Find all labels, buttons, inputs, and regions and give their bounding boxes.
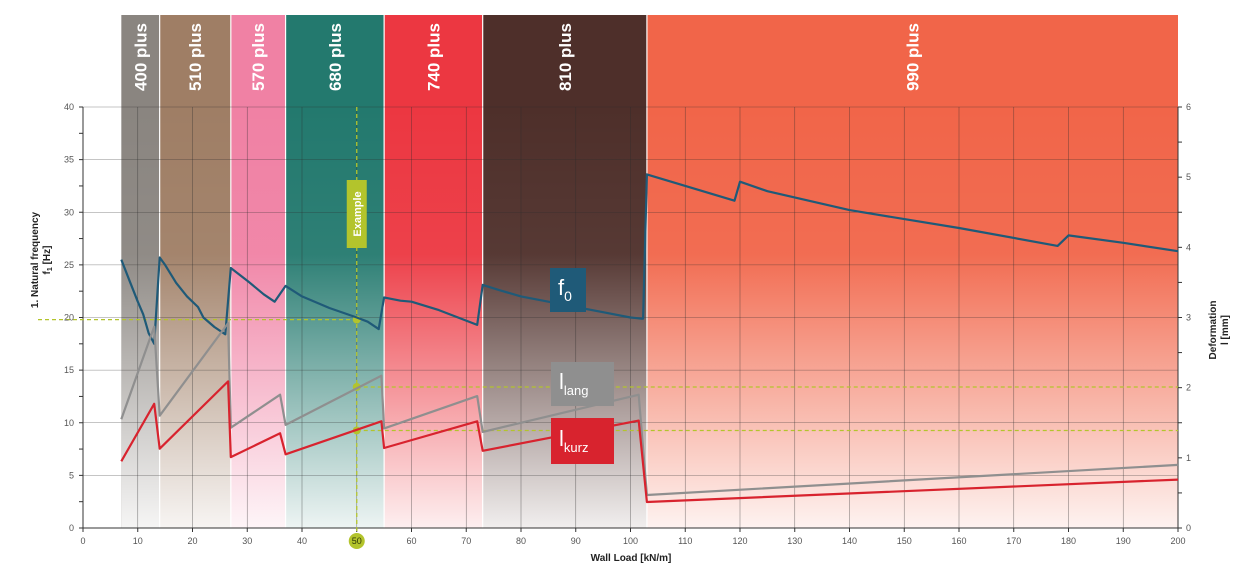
series-badge-label-f0: f0 — [558, 275, 572, 304]
y-left-title-line2: f1 [Hz] — [42, 246, 54, 275]
axes — [79, 106, 1182, 532]
band-label: 570 plus — [249, 23, 268, 91]
band-label: 510 plus — [186, 23, 205, 91]
y-right-title-line1: Deformation — [1208, 301, 1219, 360]
x-tick-label: 100 — [623, 536, 638, 546]
x-tick-label: 190 — [1116, 536, 1131, 546]
series-line-f0 — [120, 173, 1179, 345]
y-left-tick-label: 5 — [69, 470, 74, 480]
y-right-tick-label: 4 — [1186, 242, 1191, 252]
y-left-tick-label: 35 — [64, 155, 74, 165]
series-badge-sub: 0 — [564, 288, 572, 304]
example-x-marker — [348, 533, 365, 549]
band-label: 810 plus — [556, 23, 575, 91]
y-left-title-f: f — [42, 270, 53, 274]
example-label-box — [346, 180, 367, 248]
series-badge-main: f — [558, 275, 565, 300]
y-left-tick-label: 20 — [64, 313, 74, 323]
x-tick-label: 130 — [787, 536, 802, 546]
x-tick-label: 20 — [187, 536, 197, 546]
series-badge-f0 — [550, 268, 586, 312]
x-tick-label: 200 — [1170, 536, 1185, 546]
y-right-tick-label: 0 — [1186, 523, 1191, 533]
y-left-tick-label: 30 — [64, 207, 74, 217]
tick-labels: 0 10 20 30 40 60 70 80 90 100 110 120 130 140 150 160 17… — [64, 102, 1191, 546]
y-right-tick-label: 1 — [1186, 453, 1191, 463]
x-tick-label: 60 — [406, 536, 416, 546]
series-badge-lkurz — [551, 418, 614, 464]
series-badge-sub: lang — [564, 383, 589, 398]
x-tick-label: 40 — [297, 536, 307, 546]
y-right-axis-title: Deformation l [mm] — [1208, 301, 1231, 360]
x-tick-label: 140 — [842, 536, 857, 546]
series-badge-label-lkurz: lkurz — [559, 426, 588, 455]
series-badge-label-llang: llang — [559, 369, 588, 398]
y-left-tick-label: 15 — [64, 365, 74, 375]
series-badge-llang — [551, 362, 614, 406]
y-left-axis-title: 1. Natural frequency f1 [Hz] — [30, 211, 54, 308]
y-right-tick-label: 3 — [1186, 313, 1191, 323]
y-left-tick-label: 25 — [64, 260, 74, 270]
x-tick-label: 180 — [1061, 536, 1076, 546]
series-badge-sub: kurz — [564, 440, 589, 455]
y-left-tick-label: 0 — [69, 523, 74, 533]
band-label: 400 plus — [131, 23, 150, 91]
y-right-tick-label: 2 — [1186, 383, 1191, 393]
x-tick-label: 0 — [80, 536, 85, 546]
example-label: Example — [352, 191, 364, 236]
x-tick-label: 90 — [571, 536, 581, 546]
y-right-tick-label: 5 — [1186, 172, 1191, 182]
x-tick-label: 160 — [951, 536, 966, 546]
band-label: 990 plus — [903, 23, 922, 91]
y-left-tick-label: 40 — [64, 102, 74, 112]
x-tick-label: 70 — [461, 536, 471, 546]
x-tick-label: 170 — [1006, 536, 1021, 546]
x-tick-label: 110 — [678, 536, 692, 546]
band-label: 740 plus — [424, 23, 443, 91]
y-right-tick-label: 6 — [1186, 102, 1191, 112]
x-tick-label: 30 — [242, 536, 252, 546]
x-tick-label: 10 — [133, 536, 143, 546]
y-left-title-unit: [Hz] — [42, 246, 53, 265]
y-left-tick-label: 10 — [64, 418, 74, 428]
band-label: 680 plus — [326, 23, 345, 91]
product-bands: 400 plus 510 plus 570 plus 680 plus 740 plus… — [121, 15, 1178, 528]
y-left-title-f-index: 1 — [47, 267, 54, 271]
y-right-title-line2: l [mm] — [1220, 315, 1231, 345]
series-badge-main: l — [559, 426, 564, 451]
x-tick-label: 120 — [732, 536, 747, 546]
series-badge-main: l — [559, 369, 564, 394]
x-axis-title: Wall Load [kN/m] — [591, 553, 672, 564]
example-x-label: 50 — [352, 536, 362, 546]
y-left-title-line1: 1. Natural frequency — [30, 211, 41, 308]
x-tick-label: 150 — [897, 536, 912, 546]
x-tick-label: 80 — [516, 536, 526, 546]
